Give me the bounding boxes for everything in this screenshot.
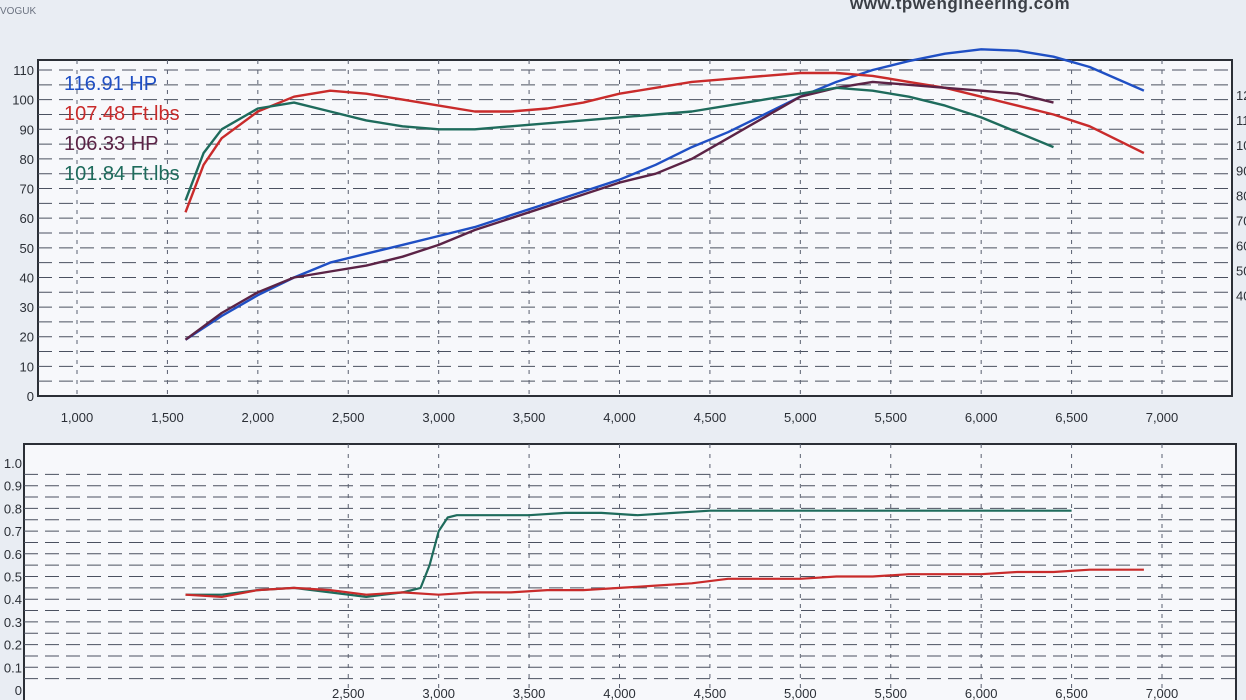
x-tick-label: 5,500 — [874, 410, 907, 425]
legend-entry-3: 106.33 HP — [64, 133, 159, 155]
y-tick-label: 0.2 — [4, 638, 22, 653]
x-tick-label: 5,000 — [784, 410, 817, 425]
legend-entry-4: 101.84 Ft.lbs — [64, 163, 180, 185]
y-left-tick-label: 30 — [20, 300, 34, 315]
y-tick-label: 0.6 — [4, 547, 22, 562]
series-line-1 — [185, 509, 1072, 599]
y-left-tick-label: 10 — [20, 359, 34, 374]
y-right-tick-label: 100 — [1236, 138, 1246, 153]
y-tick-label: 0.9 — [4, 479, 22, 494]
y-left-tick-label: 110 — [13, 63, 34, 78]
y-tick-label: 0.4 — [4, 592, 22, 607]
x-tick-label: 5,500 — [874, 686, 907, 700]
y-left-tick-label: 60 — [20, 211, 34, 226]
series-line-4 — [184, 86, 1054, 201]
y-left-tick-label: 20 — [20, 330, 34, 345]
x-tick-label: 6,500 — [1055, 410, 1088, 425]
y-tick-label: 0.8 — [4, 501, 22, 516]
y-tick-label: 0.3 — [4, 615, 22, 630]
y-right-tick-label: 120 — [1236, 88, 1246, 103]
x-tick-label: 4,000 — [603, 686, 636, 700]
x-tick-label: 1,000 — [61, 410, 94, 425]
y-tick-label: 0.5 — [4, 570, 22, 585]
series-line-3 — [184, 80, 1054, 341]
x-tick-label: 7,000 — [1146, 410, 1179, 425]
x-tick-label: 4,500 — [694, 686, 727, 700]
plot-frame — [37, 59, 1233, 397]
y-right-tick-label: 110 — [1236, 113, 1246, 128]
x-tick-label: 3,000 — [422, 686, 455, 700]
x-tick-label: 6,000 — [965, 410, 998, 425]
x-tick-label: 3,000 — [422, 410, 455, 425]
series-line-1 — [184, 48, 1145, 341]
series-line-2 — [184, 71, 1145, 213]
y-left-tick-label: 90 — [20, 122, 34, 137]
x-tick-label: 4,000 — [603, 410, 636, 425]
x-tick-label: 2,500 — [332, 686, 365, 700]
x-tick-label: 3,500 — [513, 686, 546, 700]
header-left-fragment: VOGUK — [0, 6, 37, 17]
x-tick-label: 5,000 — [784, 686, 817, 700]
lambda-chart: 0 0.1 0.2 0.3 0.4 0.5 0.6 0.7 0.8 0.9 1.0 2,500 3,00… — [4, 443, 1237, 700]
power-torque-chart: 0 10 20 30 40 50 60 70 80 90 100 110 40 50 60 70 80 90 100… — [12, 48, 1246, 425]
x-tick-label: 4,500 — [694, 410, 727, 425]
x-tick-label: 2,500 — [332, 410, 365, 425]
y-left-tick-label: 100 — [12, 93, 34, 108]
legend-entry-1: 116.91 HP — [64, 73, 157, 95]
y-right-tick-label: 90 — [1236, 163, 1246, 178]
x-tick-label: 2,000 — [242, 410, 275, 425]
y-right-tick-label: 60 — [1236, 239, 1246, 254]
x-tick-label: 6,000 — [965, 686, 998, 700]
y-left-tick-label: 80 — [20, 152, 34, 167]
y-tick-label: 1.0 — [4, 456, 22, 471]
y-left-tick-label: 40 — [20, 270, 34, 285]
x-tick-label: 3,500 — [513, 410, 546, 425]
y-tick-label: 0 — [15, 683, 22, 698]
y-left-tick-label: 70 — [20, 182, 34, 197]
y-right-tick-label: 50 — [1236, 264, 1246, 279]
y-right-tick-label: 40 — [1236, 289, 1246, 304]
y-right-tick-label: 80 — [1236, 188, 1246, 203]
series-line-2 — [185, 568, 1144, 599]
y-left-tick-label: 0 — [27, 389, 34, 404]
website-url: www.tpwengineering.com — [850, 0, 1071, 13]
x-tick-label: 6,500 — [1055, 686, 1088, 700]
x-tick-label: 1,500 — [151, 410, 184, 425]
y-tick-label: 0.1 — [4, 660, 22, 675]
y-left-tick-label: 50 — [20, 241, 34, 256]
y-right-tick-label: 70 — [1236, 213, 1246, 228]
x-tick-label: 7,000 — [1146, 686, 1179, 700]
y-tick-label: 0.7 — [4, 524, 22, 539]
legend-entry-2: 107.48 Ft.lbs — [64, 103, 180, 125]
